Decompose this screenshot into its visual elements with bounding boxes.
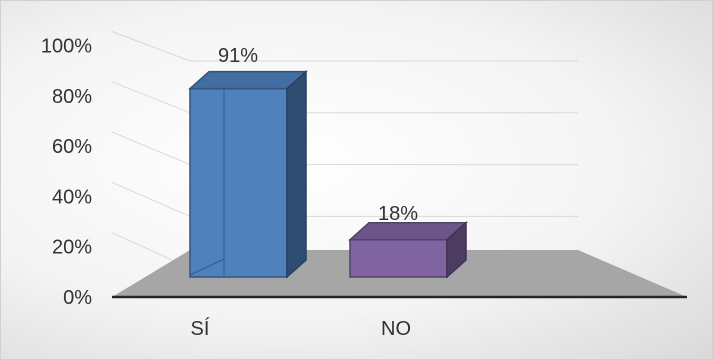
data-label: 18% <box>378 203 418 225</box>
y-tick-label: 0% <box>63 287 92 309</box>
data-label: 91% <box>218 45 258 67</box>
gridline <box>111 81 191 114</box>
gridline <box>111 131 191 166</box>
gridline <box>111 181 191 217</box>
gridlines <box>111 31 578 269</box>
bars <box>188 69 468 279</box>
y-axis: 0% 20% 40% 60% 80% 100% <box>41 36 92 310</box>
x-category-label: NO <box>381 318 411 340</box>
x-category-label: SÍ <box>191 317 210 340</box>
bar <box>188 69 308 279</box>
y-tick-label: 20% <box>52 237 92 259</box>
bar-front <box>349 238 448 278</box>
y-tick-label: 40% <box>52 186 92 208</box>
x-axis: SÍ NO <box>191 317 411 340</box>
y-tick-label: 60% <box>52 136 92 158</box>
bar-top <box>348 221 468 241</box>
bar-side <box>286 69 307 279</box>
bar-top <box>188 70 308 90</box>
y-tick-label: 100% <box>41 36 92 58</box>
bar <box>348 221 468 279</box>
data-labels: 91% 18% <box>218 45 418 225</box>
bar-edge <box>189 258 225 276</box>
bar-side <box>446 221 467 279</box>
y-tick-label: 80% <box>52 86 92 108</box>
gridline <box>111 31 191 62</box>
bar-front <box>189 87 288 278</box>
